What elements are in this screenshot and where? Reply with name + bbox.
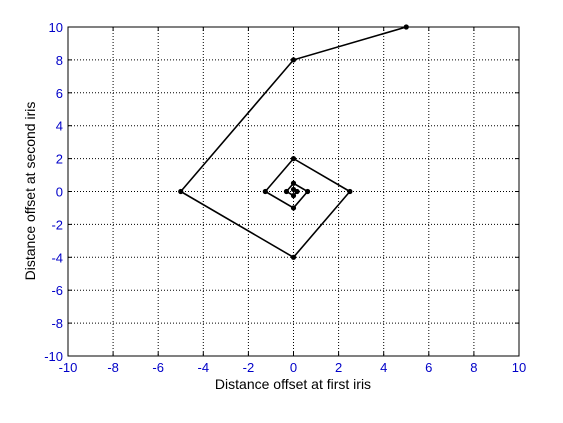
y-tick-label: -10 [44,349,63,364]
y-tick-label: 10 [49,20,63,35]
y-tick-label: 0 [56,185,63,200]
x-axis-label: Distance offset at first iris [215,376,371,392]
y-tick-label: -2 [51,217,63,232]
data-point [178,188,184,195]
grid [68,27,519,356]
x-tick-label: 0 [290,360,297,375]
x-tick-label: -4 [198,360,210,375]
data-point [290,186,297,193]
x-tick-label: -10 [59,360,78,375]
x-tick-label: -8 [107,360,119,375]
y-tick-label: -6 [51,283,63,298]
data-point [347,188,353,195]
data-point [290,180,297,186]
data-point [283,188,290,195]
y-tick-label: -4 [51,250,63,265]
x-ticks: -10 -8 -6 -4 -2 0 2 4 6 8 10 [59,27,526,375]
y-tick-label: 2 [56,152,63,167]
x-tick-label: 4 [380,360,387,375]
x-tick-label: 10 [512,360,526,375]
series-layer [178,24,409,260]
y-tick-label: -8 [51,316,63,331]
data-point [290,254,297,260]
y-tick-label: 6 [56,86,63,101]
y-ticks: -10 -8 -6 -4 -2 0 2 4 6 8 10 [44,20,519,364]
y-tick-label: 4 [56,119,63,134]
data-point [290,57,297,63]
y-tick-label: 8 [56,53,63,68]
x-tick-label: 2 [335,360,342,375]
data-point [262,188,268,195]
x-tick-label: 8 [470,360,477,375]
data-point [290,193,297,199]
data-point [290,156,297,162]
y-axis-label: Distance offset at second iris [22,102,38,281]
x-tick-label: -2 [243,360,255,375]
data-point [290,205,297,211]
x-tick-label: -6 [152,360,164,375]
x-tick-label: 6 [425,360,432,375]
data-point [304,188,311,195]
